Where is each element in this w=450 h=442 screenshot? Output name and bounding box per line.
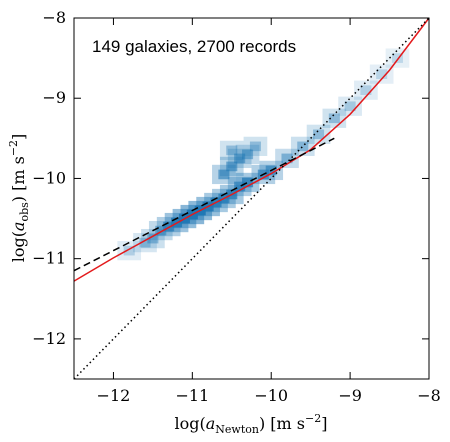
x-tick-label: −10 <box>254 386 288 405</box>
heatmap-cell-core <box>226 161 238 172</box>
heatmap-cell-core <box>376 69 388 79</box>
heatmap-cell-core <box>242 177 254 188</box>
heatmap-cell-core <box>242 149 254 160</box>
one-to-one-line <box>73 17 430 380</box>
heatmap-cell <box>243 136 268 156</box>
heatmap-cell-core <box>155 225 167 236</box>
heatmap-cell-core <box>123 245 135 256</box>
model-lines <box>73 17 430 380</box>
heatmap-cell-core <box>163 221 175 232</box>
fit-line <box>73 17 430 282</box>
heatmap-cell-core <box>328 113 340 124</box>
ticks: −12 −11 −10 −9 −8 −12 −11 −10 −9 −8 <box>32 8 441 405</box>
heatmap-cell-core <box>139 237 151 248</box>
annotation: 149 galaxies, 2700 records <box>92 37 296 56</box>
y-tick-label: −8 <box>42 8 66 27</box>
heatmap-cell-core <box>344 101 356 112</box>
heatmap-cell-core <box>297 141 309 152</box>
x-tick-label: −11 <box>175 386 209 405</box>
heatmap-cell <box>275 148 299 169</box>
heatmap-cell <box>235 144 260 165</box>
heatmap-cell <box>354 80 378 100</box>
y-tick-label: −11 <box>32 249 66 268</box>
heatmap-cell-core <box>234 181 246 192</box>
heatmap-cell-core <box>249 141 261 152</box>
heatmap-cell <box>338 96 362 116</box>
heatmap-cell-core <box>281 153 293 164</box>
heatmap-cell-core <box>360 85 372 96</box>
heatmap-cell-core <box>226 145 238 156</box>
x-tick-label: −8 <box>417 386 441 405</box>
heatmap-cell <box>385 48 410 68</box>
heatmap-cell <box>306 124 331 144</box>
y-axis-label: log(aobs) [m s−2] <box>7 134 31 263</box>
heatmap-cell-core <box>218 169 230 180</box>
x-axis-label: log(aNewton) [m s−2] <box>175 412 328 436</box>
y-tick-label: −12 <box>32 329 66 348</box>
y-tick-label: −10 <box>32 168 66 187</box>
x-tick-label: −9 <box>338 386 362 405</box>
heatmap-cell <box>219 140 244 160</box>
heatmap-cell-core <box>313 129 325 140</box>
x-tick-label: −12 <box>97 386 131 405</box>
heatmap-cell <box>369 64 394 84</box>
heatmap-cell-core <box>391 53 403 63</box>
heatmap-cell-core <box>234 153 246 164</box>
plot-frame <box>73 17 430 380</box>
heatmap-cell-core <box>147 233 159 244</box>
dashed-line <box>73 137 335 272</box>
y-tick-label: −9 <box>42 88 66 107</box>
heatmap <box>117 48 410 261</box>
